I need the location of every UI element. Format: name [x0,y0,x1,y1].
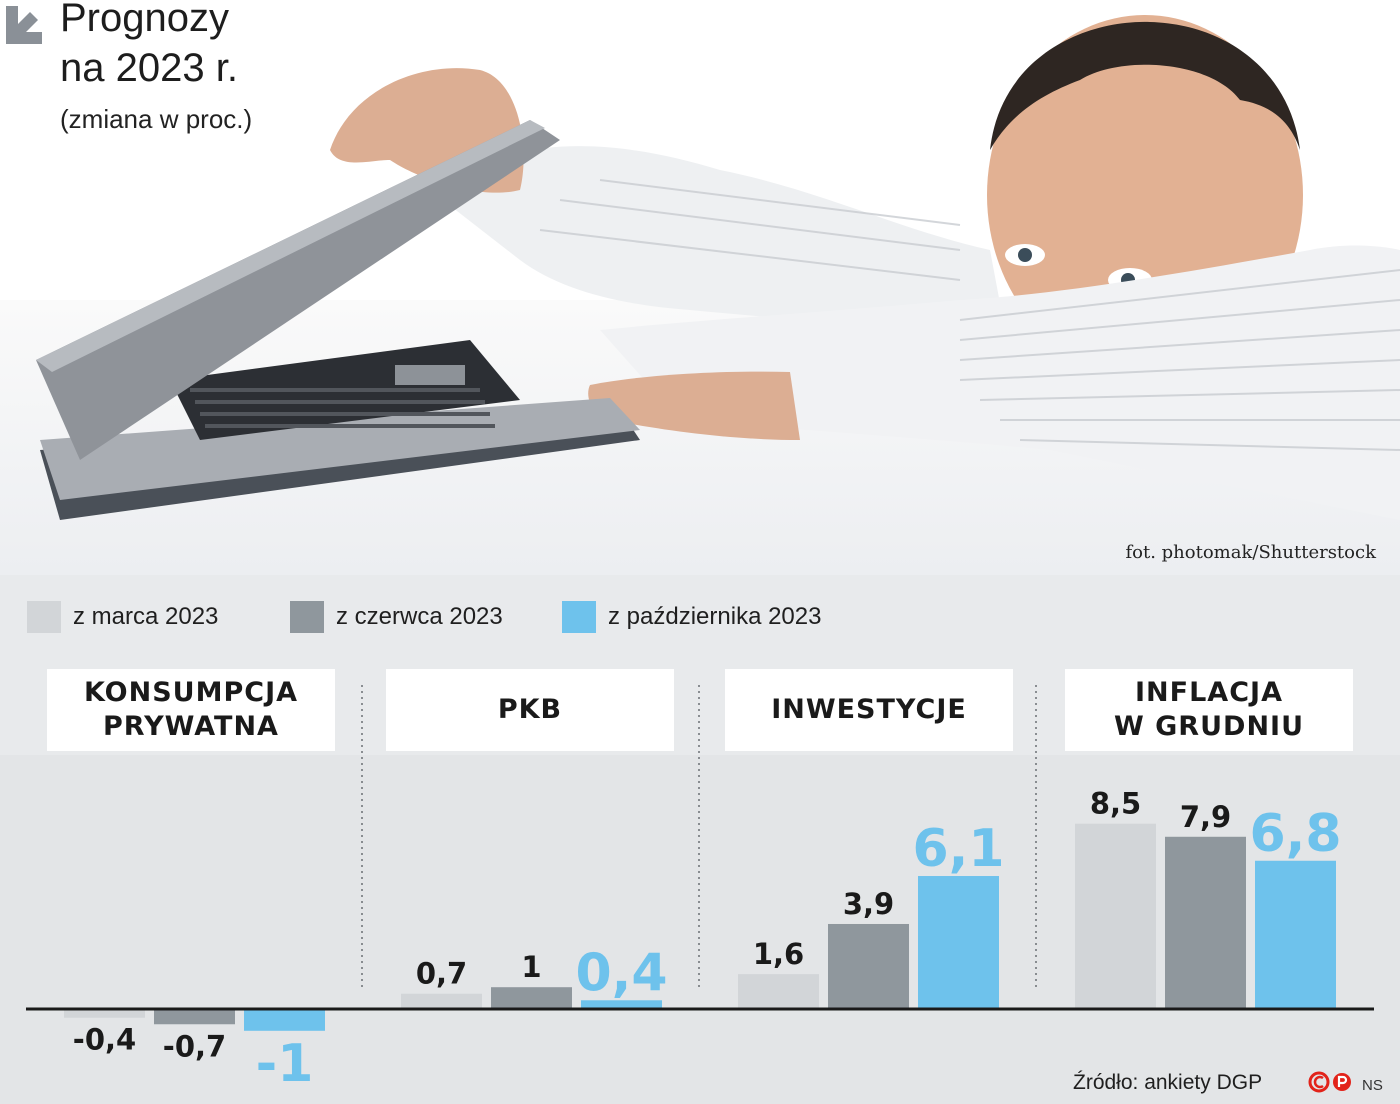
data-label-gdp-3: 0,4 [575,943,667,1003]
bar-gdp-1 [401,993,482,1009]
data-label-investment-3: 6,1 [912,819,1004,879]
bar-investment-2 [828,923,909,1009]
panel-header-consumption: KONSUMPCJA PRYWATNA [47,669,335,751]
panel-header-inflation: INFLACJA W GRUDNIU [1065,669,1353,751]
page-title-line1: Prognozy [60,0,229,40]
bar-investment-3 [918,876,999,1009]
data-label-inflation-2: 7,9 [1180,800,1231,834]
data-label-consumption-2: -0,7 [163,1029,226,1063]
legend-label-october: z października 2023 [608,603,822,630]
arrow-down-right-icon [6,6,42,44]
bar-gdp-3 [581,1000,662,1009]
data-label-investment-2: 3,9 [843,887,894,921]
bar-gdp-2 [491,987,572,1009]
page-title-line2: na 2023 r. [60,46,238,90]
legend-swatch-march [27,601,61,633]
page-subtitle: (zmiana w proc.) [60,104,253,134]
bar-consumption-2 [154,1009,235,1025]
legend-label-march: z marca 2023 [73,603,219,630]
source-note: Źródło: ankiety DGP [1073,1071,1263,1094]
panel-title-investment: INWESTYCJE [771,694,967,725]
data-label-gdp-2: 1 [521,950,541,984]
legend-item-march: z marca 2023 [27,601,218,633]
panel-header-gdp: PKB [386,669,674,751]
panel-title-gdp: PKB [497,694,563,725]
panel-title-inflation: INFLACJA W GRUDNIU [1113,677,1305,742]
bar-inflation-1 [1075,823,1156,1009]
legend-label-june: z czerwca 2023 [336,603,503,630]
legend-swatch-june [290,601,324,633]
data-label-consumption-1: -0,4 [73,1023,136,1057]
data-label-gdp-1: 0,7 [416,957,467,991]
photo-illustration [36,15,1400,521]
data-label-investment-1: 1,6 [753,937,804,971]
panel-header-investment: INWESTYCJE [725,669,1013,751]
data-label-consumption-3: -1 [256,1034,314,1094]
panel-title-consumption: KONSUMPCJA PRYWATNA [83,677,299,742]
header-photo: Prognozy na 2023 r. (zmiana w proc.) fot… [0,0,1400,575]
photo-credit: fot. photomak/Shutterstock [1125,542,1376,563]
legend-item-october: z października 2023 [562,601,821,633]
copyright-logo-icon [1308,1071,1351,1093]
bar-inflation-3 [1255,860,1336,1009]
data-label-inflation-1: 8,5 [1090,787,1141,821]
author-mark: NS [1362,1077,1383,1094]
bar-consumption-1 [64,1009,145,1018]
legend-swatch-october [562,601,596,633]
bar-investment-1 [738,974,819,1009]
bar-inflation-2 [1165,836,1246,1009]
data-label-inflation-3: 6,8 [1249,804,1341,864]
bar-consumption-3 [244,1009,325,1031]
legend-item-june: z czerwca 2023 [290,601,503,633]
